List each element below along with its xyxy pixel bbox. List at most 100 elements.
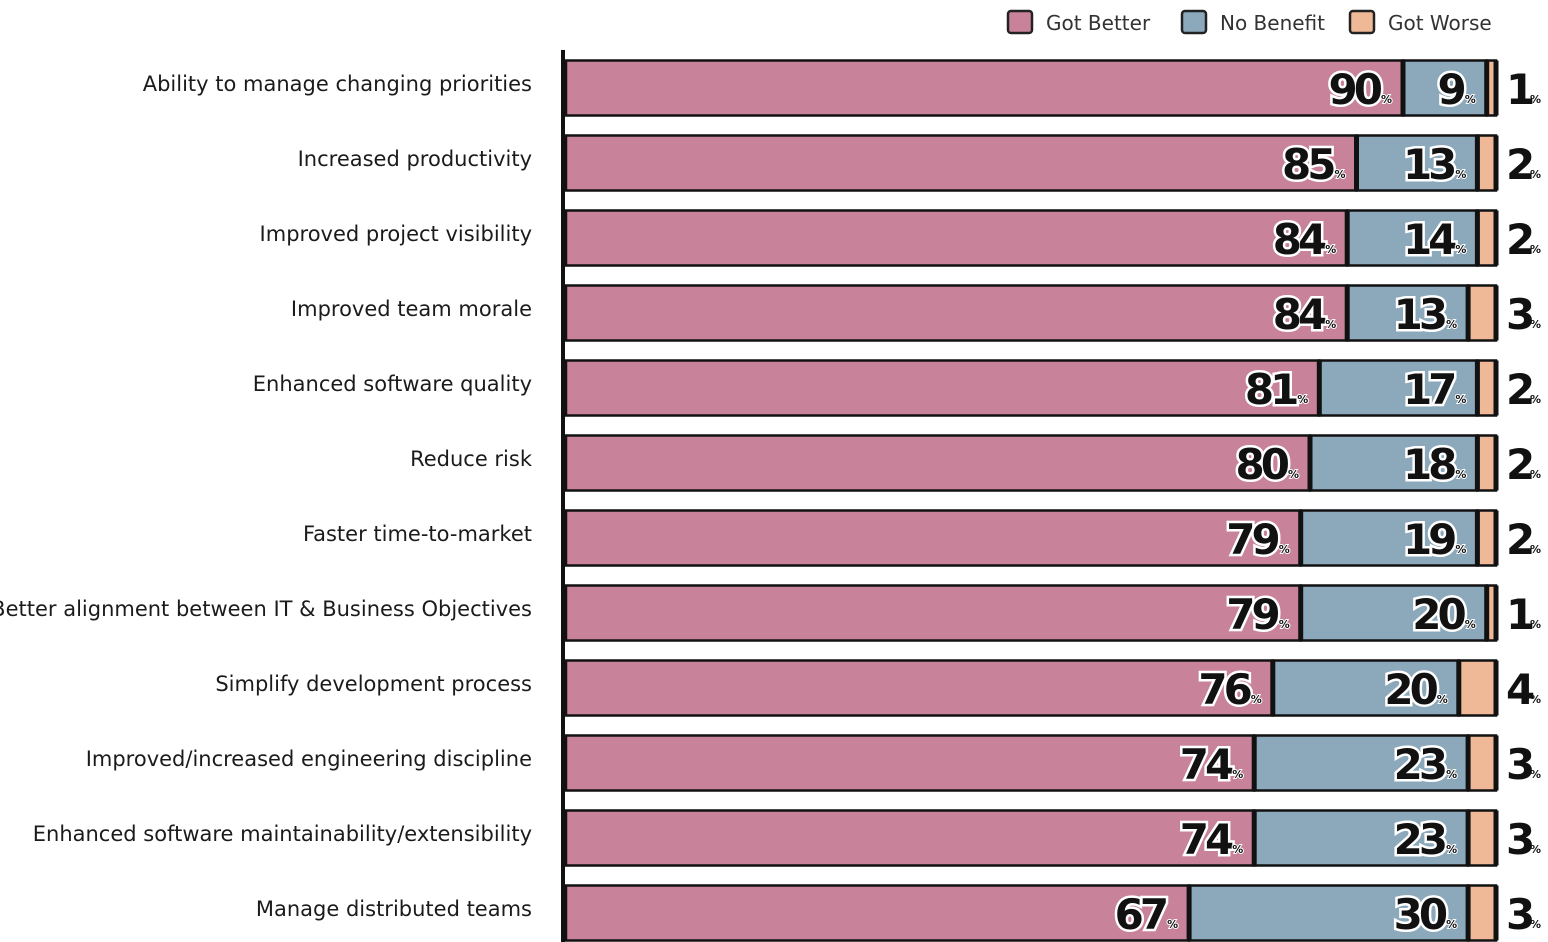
data-label-percent: % [1530,393,1541,406]
bar-segment-got-worse [1476,509,1498,567]
bar-segment-no-benefit [1345,284,1470,342]
bar-segment-got-better [564,734,1256,792]
data-label-percent: % [1279,618,1290,631]
legend-swatch-no-benefit [1180,9,1208,35]
data-label-percent: % [1455,543,1466,556]
data-label-got-worse: 3 [1506,740,1532,789]
data-label-percent: % [1279,543,1290,556]
data-label-percent: % [1530,843,1541,856]
legend-label-no-benefit: No Benefit [1220,11,1325,35]
data-label-no-benefit: 19 [1403,515,1455,564]
data-label-got-worse: 3 [1506,815,1532,864]
data-label-got-better: 80 [1236,440,1289,489]
data-label-got-worse: 2 [1506,215,1532,264]
data-label-no-benefit: 17 [1403,365,1454,414]
data-label-percent: % [1530,918,1541,931]
category-label: Faster time-to-market [303,522,532,546]
data-label-no-benefit: 14 [1403,215,1456,264]
bar-segment-got-worse [1466,809,1498,867]
data-label-percent: % [1335,168,1346,181]
bar-row: Reduce risk 80% 18% 2% [410,434,1541,492]
legend-item-no-benefit: No Benefit [1180,9,1325,35]
data-label-percent: % [1251,693,1262,706]
category-label: Improved project visibility [260,222,532,246]
data-label-percent: % [1288,468,1299,481]
data-label-percent: % [1297,393,1308,406]
category-label: Improved team morale [291,297,532,321]
data-label-percent: % [1530,318,1541,331]
legend-item-got-better: Got Better [1006,9,1151,35]
data-label-percent: % [1437,693,1448,706]
data-label-got-better: 74 [1180,740,1233,789]
data-label-percent: % [1446,318,1457,331]
bar-segment-got-better [564,884,1191,942]
data-label-percent: % [1232,843,1243,856]
bar-segment-no-benefit [1308,434,1479,492]
data-label-got-worse: 2 [1506,515,1532,564]
data-label-got-worse: 1 [1506,65,1533,114]
data-label-got-better: 74 [1180,815,1233,864]
data-label-no-benefit: 23 [1394,815,1445,864]
data-label-percent: % [1530,468,1541,481]
category-label: Improved/increased engineering disciplin… [86,747,532,771]
bar-segment-got-better [564,659,1275,717]
data-label-got-better: 76 [1198,665,1250,714]
data-label-got-better: 84 [1273,215,1326,264]
data-label-percent: % [1446,843,1457,856]
data-label-percent: % [1530,243,1541,256]
legend: Got Better No Benefit Got Worse [1006,9,1492,35]
bar-segment-got-worse [1457,659,1498,717]
data-label-percent: % [1530,93,1541,106]
data-label-percent: % [1446,768,1457,781]
data-label-percent: % [1530,693,1541,706]
bar-row: Manage distributed teams 67% 30% 3% [256,884,1541,942]
legend-item-got-worse: Got Worse [1348,9,1492,35]
legend-swatch-got-better [1006,9,1034,35]
data-label-got-better: 81 [1245,365,1297,414]
bar-segment-got-better [564,809,1256,867]
bar-segment-got-better [564,434,1312,492]
data-label-got-worse: 1 [1506,590,1533,639]
data-label-percent: % [1381,93,1392,106]
bar-segment-got-worse [1466,884,1498,942]
bar-segment-got-better [564,209,1349,267]
data-label-percent: % [1325,318,1336,331]
bar-segment-got-worse [1466,284,1498,342]
data-label-no-benefit: 9 [1437,65,1464,114]
data-label-percent: % [1530,618,1541,631]
bar-segment-no-benefit [1318,359,1479,417]
data-label-percent: % [1530,168,1541,181]
bar-row: Improved team morale 84% 13% 3% [291,284,1541,342]
data-label-no-benefit: 13 [1394,290,1445,339]
data-label-got-better: 90 [1329,65,1382,114]
data-label-got-worse: 3 [1506,890,1532,939]
bar-row: Faster time-to-market 79% 19% 2% [303,509,1541,567]
legend-label-got-worse: Got Worse [1388,11,1492,35]
data-label-got-worse: 4 [1506,665,1534,714]
category-label: Simplify development process [215,672,532,696]
data-label-got-better: 79 [1226,515,1278,564]
data-label-percent: % [1530,768,1541,781]
bar-row: Enhanced software maintainability/extens… [33,809,1541,867]
category-label: Better alignment between IT & Business O… [0,597,532,621]
data-label-percent: % [1232,768,1243,781]
bar-segment-got-worse [1466,734,1498,792]
data-label-no-benefit: 23 [1394,740,1445,789]
data-label-got-worse: 2 [1506,440,1532,489]
data-label-no-benefit: 18 [1403,440,1455,489]
bar-segment-no-benefit [1252,809,1470,867]
bar-segment-got-better [564,359,1321,417]
bar-row: Improved project visibility 84% 14% 2% [260,209,1541,267]
data-label-percent: % [1455,168,1466,181]
bar-row: Improved/increased engineering disciplin… [86,734,1541,792]
category-label: Manage distributed teams [256,897,532,921]
legend-label-got-better: Got Better [1046,11,1151,35]
bar-row: Ability to manage changing priorities 90%… [143,59,1541,117]
legend-swatch-got-worse [1348,9,1376,35]
data-label-got-better: 79 [1226,590,1278,639]
data-label-percent: % [1455,468,1466,481]
data-label-percent: % [1455,393,1466,406]
bar-segment-got-better [564,284,1349,342]
